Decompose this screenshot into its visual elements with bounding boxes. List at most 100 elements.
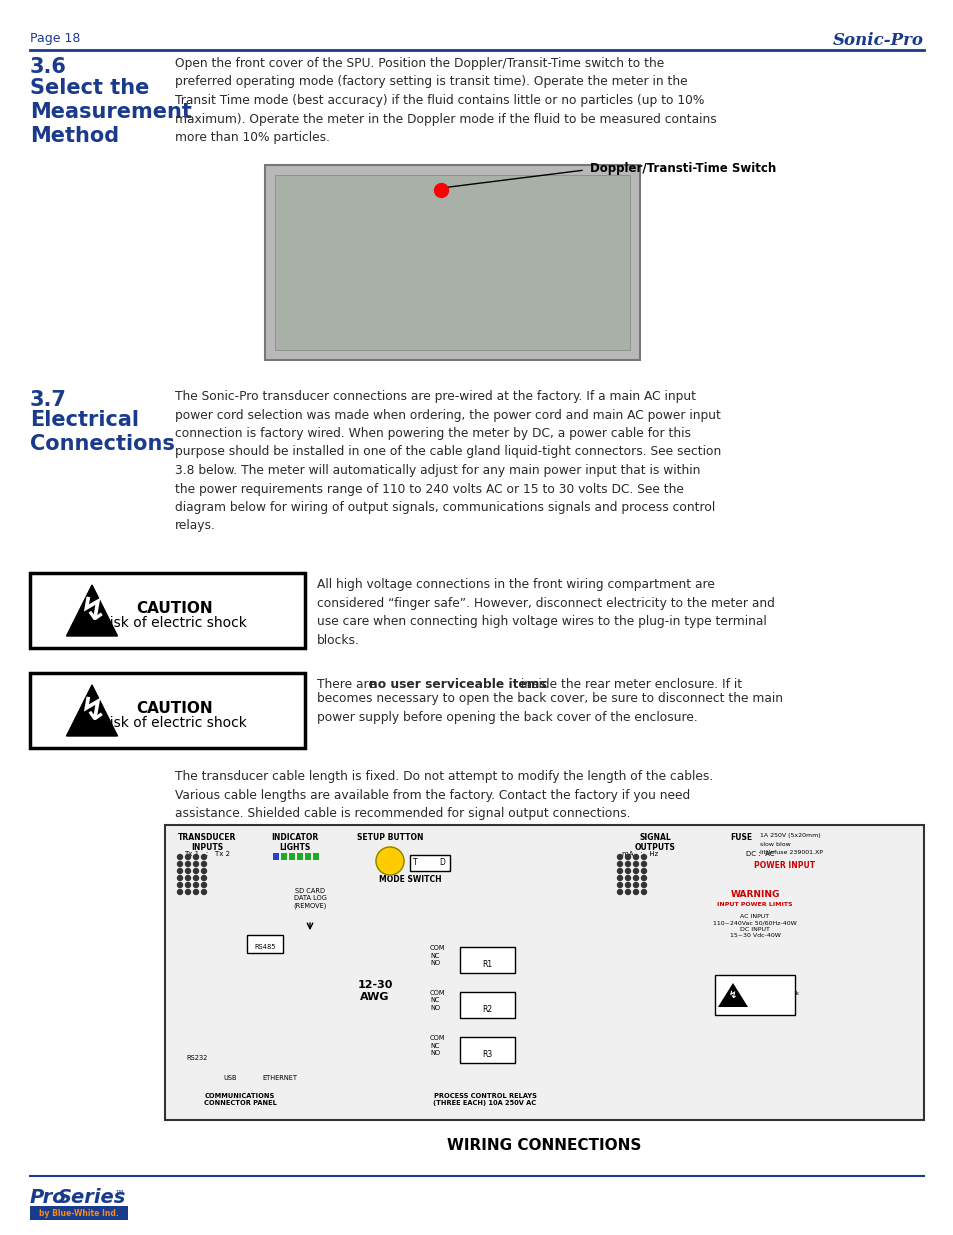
Circle shape xyxy=(640,883,646,888)
Text: The Sonic-Pro transducer connections are pre-wired at the factory. If a main AC : The Sonic-Pro transducer connections are… xyxy=(174,390,720,532)
Text: Page 18: Page 18 xyxy=(30,32,80,44)
FancyBboxPatch shape xyxy=(247,935,283,953)
Text: Pro: Pro xyxy=(30,1188,67,1207)
Circle shape xyxy=(625,889,630,894)
Text: Series: Series xyxy=(58,1188,126,1207)
Circle shape xyxy=(617,855,622,860)
Text: Open the front cover of the SPU. Position the Doppler/Transit-Time switch to the: Open the front cover of the SPU. Positio… xyxy=(174,57,716,144)
Circle shape xyxy=(201,862,206,867)
Circle shape xyxy=(193,883,198,888)
Circle shape xyxy=(640,855,646,860)
Polygon shape xyxy=(67,585,117,636)
Text: 3.6: 3.6 xyxy=(30,57,67,77)
Text: INPUT POWER LIMITS: INPUT POWER LIMITS xyxy=(717,902,792,906)
Text: T: T xyxy=(413,858,416,867)
Text: All high voltage connections in the front wiring compartment are
considered “fin: All high voltage connections in the fron… xyxy=(316,578,774,646)
FancyBboxPatch shape xyxy=(459,992,515,1018)
Circle shape xyxy=(193,862,198,867)
Text: DC :  AC: DC : AC xyxy=(745,851,774,857)
Circle shape xyxy=(193,889,198,894)
Circle shape xyxy=(617,889,622,894)
Circle shape xyxy=(185,883,191,888)
FancyBboxPatch shape xyxy=(281,853,287,860)
FancyBboxPatch shape xyxy=(459,1037,515,1063)
Text: Electrical
Connections: Electrical Connections xyxy=(30,410,174,454)
Circle shape xyxy=(193,876,198,881)
Text: slow blow: slow blow xyxy=(760,842,790,847)
Circle shape xyxy=(177,883,182,888)
Text: SIGNAL
OUTPUTS: SIGNAL OUTPUTS xyxy=(634,832,675,852)
Circle shape xyxy=(617,883,622,888)
Text: Doppler/Transti-Time Switch: Doppler/Transti-Time Switch xyxy=(589,162,776,175)
Text: 12-30
AWG: 12-30 AWG xyxy=(357,981,393,1003)
Circle shape xyxy=(633,876,638,881)
Circle shape xyxy=(185,868,191,873)
Text: MODE SWITCH: MODE SWITCH xyxy=(378,876,441,884)
Circle shape xyxy=(625,862,630,867)
Circle shape xyxy=(201,876,206,881)
Text: WIRING CONNECTIONS: WIRING CONNECTIONS xyxy=(447,1137,641,1153)
FancyBboxPatch shape xyxy=(274,175,629,350)
Text: Tx 1   :   Tx 2: Tx 1 : Tx 2 xyxy=(184,851,230,857)
Text: CAUTION: CAUTION xyxy=(136,601,213,616)
FancyBboxPatch shape xyxy=(305,853,311,860)
Text: ETHERNET: ETHERNET xyxy=(262,1074,297,1081)
Circle shape xyxy=(177,862,182,867)
Text: COMMUNICATIONS
CONNECTOR PANEL: COMMUNICATIONS CONNECTOR PANEL xyxy=(203,1093,276,1107)
Text: INDICATOR
LIGHTS: INDICATOR LIGHTS xyxy=(271,832,318,852)
FancyBboxPatch shape xyxy=(30,573,305,648)
Circle shape xyxy=(185,889,191,894)
Circle shape xyxy=(617,862,622,867)
Circle shape xyxy=(185,876,191,881)
FancyBboxPatch shape xyxy=(30,1207,128,1220)
Text: ↯: ↯ xyxy=(728,990,737,1000)
Circle shape xyxy=(633,862,638,867)
Circle shape xyxy=(185,855,191,860)
Circle shape xyxy=(193,868,198,873)
Circle shape xyxy=(201,868,206,873)
Text: D: D xyxy=(438,858,444,867)
Circle shape xyxy=(633,883,638,888)
Circle shape xyxy=(640,889,646,894)
FancyBboxPatch shape xyxy=(265,165,639,359)
Text: TRANSDUCER
INPUTS: TRANSDUCER INPUTS xyxy=(177,832,236,852)
FancyBboxPatch shape xyxy=(410,855,450,871)
Polygon shape xyxy=(67,685,117,736)
FancyBboxPatch shape xyxy=(459,947,515,973)
Text: no user serviceable items: no user serviceable items xyxy=(369,678,546,692)
Circle shape xyxy=(633,855,638,860)
Circle shape xyxy=(633,868,638,873)
Text: becomes necessary to open the back cover, be sure to disconnect the main
power s: becomes necessary to open the back cover… xyxy=(316,692,782,724)
Circle shape xyxy=(625,876,630,881)
Circle shape xyxy=(633,889,638,894)
Circle shape xyxy=(177,855,182,860)
Circle shape xyxy=(177,889,182,894)
Text: by Blue-White Ind.: by Blue-White Ind. xyxy=(39,1209,119,1218)
Text: WARNING: WARNING xyxy=(730,890,779,899)
Text: 3.7: 3.7 xyxy=(30,390,67,410)
Circle shape xyxy=(185,862,191,867)
Text: COM
NC
NO: COM NC NO xyxy=(430,1035,445,1056)
FancyBboxPatch shape xyxy=(30,673,305,748)
Text: Select the
Measurement
Method: Select the Measurement Method xyxy=(30,78,192,146)
FancyBboxPatch shape xyxy=(714,974,794,1015)
FancyBboxPatch shape xyxy=(165,825,923,1120)
FancyBboxPatch shape xyxy=(273,853,278,860)
Text: ↯: ↯ xyxy=(78,697,105,727)
Circle shape xyxy=(617,868,622,873)
Text: inside the rear meter enclosure. If it: inside the rear meter enclosure. If it xyxy=(517,678,741,692)
Circle shape xyxy=(640,876,646,881)
Text: CAUTION
risk of electric shock: CAUTION risk of electric shock xyxy=(734,986,799,995)
Text: The transducer cable length is fixed. Do not attempt to modify the length of the: The transducer cable length is fixed. Do… xyxy=(174,769,713,820)
Text: risk of electric shock: risk of electric shock xyxy=(104,616,246,630)
Text: R1: R1 xyxy=(481,960,492,969)
Circle shape xyxy=(625,868,630,873)
Circle shape xyxy=(201,883,206,888)
Circle shape xyxy=(625,855,630,860)
Text: mA   :   Hz: mA : Hz xyxy=(621,851,658,857)
Text: ↯: ↯ xyxy=(78,597,105,627)
Circle shape xyxy=(201,855,206,860)
Polygon shape xyxy=(718,983,747,1007)
Text: Sonic-Pro: Sonic-Pro xyxy=(832,32,923,49)
Text: littlefuse 239001.XP: littlefuse 239001.XP xyxy=(760,850,822,855)
